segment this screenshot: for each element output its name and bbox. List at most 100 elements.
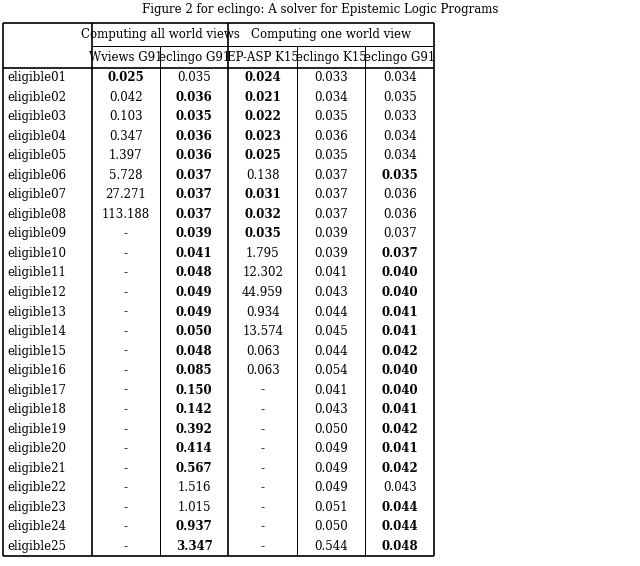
Text: 0.040: 0.040 xyxy=(381,364,418,377)
Text: 0.044: 0.044 xyxy=(381,520,418,533)
Text: eligible21: eligible21 xyxy=(8,462,67,475)
Text: -: - xyxy=(124,520,128,533)
Text: Figure 2 for eclingo: A solver for Epistemic Logic Programs: Figure 2 for eclingo: A solver for Epist… xyxy=(142,3,498,16)
Text: 1.795: 1.795 xyxy=(246,247,280,260)
Text: 5.728: 5.728 xyxy=(109,169,143,182)
Text: 0.037: 0.037 xyxy=(314,188,348,201)
Text: 0.041: 0.041 xyxy=(381,442,418,455)
Text: -: - xyxy=(124,267,128,280)
Text: eligible12: eligible12 xyxy=(8,286,67,299)
Text: eclingo G91: eclingo G91 xyxy=(364,51,435,63)
Text: 0.050: 0.050 xyxy=(314,423,348,436)
Text: -: - xyxy=(124,540,128,553)
Text: eligible18: eligible18 xyxy=(8,403,67,416)
Text: -: - xyxy=(124,384,128,397)
Text: eligible10: eligible10 xyxy=(8,247,67,260)
Text: 0.934: 0.934 xyxy=(246,306,280,319)
Text: 0.142: 0.142 xyxy=(176,403,212,416)
Text: -: - xyxy=(124,345,128,358)
Text: -: - xyxy=(124,481,128,494)
Text: Computing one world view: Computing one world view xyxy=(251,28,412,41)
Text: 13.574: 13.574 xyxy=(242,325,284,338)
Text: 0.034: 0.034 xyxy=(383,130,417,143)
Text: -: - xyxy=(124,325,128,338)
Text: 0.041: 0.041 xyxy=(314,384,348,397)
Text: EP-ASP K15: EP-ASP K15 xyxy=(227,51,299,63)
Text: eligible24: eligible24 xyxy=(8,520,67,533)
Text: 0.392: 0.392 xyxy=(176,423,212,436)
Text: 0.037: 0.037 xyxy=(314,208,348,221)
Text: 1.397: 1.397 xyxy=(109,149,143,162)
Text: eligible04: eligible04 xyxy=(8,130,67,143)
Text: 0.039: 0.039 xyxy=(314,228,348,241)
Text: 0.037: 0.037 xyxy=(176,208,212,221)
Text: 3.347: 3.347 xyxy=(176,540,212,553)
Text: 0.414: 0.414 xyxy=(176,442,212,455)
Text: 0.063: 0.063 xyxy=(246,364,280,377)
Text: eligible06: eligible06 xyxy=(8,169,67,182)
Text: eligible15: eligible15 xyxy=(8,345,67,358)
Text: eligible01: eligible01 xyxy=(8,71,67,84)
Text: 0.037: 0.037 xyxy=(176,188,212,201)
Text: 0.054: 0.054 xyxy=(314,364,348,377)
Text: 0.033: 0.033 xyxy=(314,71,348,84)
Text: 0.039: 0.039 xyxy=(314,247,348,260)
Text: 0.043: 0.043 xyxy=(314,403,348,416)
Text: 0.937: 0.937 xyxy=(176,520,212,533)
Text: 0.037: 0.037 xyxy=(383,228,417,241)
Text: 0.042: 0.042 xyxy=(381,345,418,358)
Text: -: - xyxy=(260,442,265,455)
Text: -: - xyxy=(124,228,128,241)
Text: eligible07: eligible07 xyxy=(8,188,67,201)
Text: 0.025: 0.025 xyxy=(108,71,144,84)
Text: 0.035: 0.035 xyxy=(314,149,348,162)
Text: 0.049: 0.049 xyxy=(176,306,212,319)
Text: eligible03: eligible03 xyxy=(8,110,67,123)
Text: 1.516: 1.516 xyxy=(177,481,211,494)
Text: 0.150: 0.150 xyxy=(176,384,212,397)
Text: eligible08: eligible08 xyxy=(8,208,67,221)
Text: Wviews G91: Wviews G91 xyxy=(89,51,163,63)
Text: 0.041: 0.041 xyxy=(314,267,348,280)
Text: 0.347: 0.347 xyxy=(109,130,143,143)
Text: -: - xyxy=(260,520,265,533)
Text: eligible05: eligible05 xyxy=(8,149,67,162)
Text: 0.103: 0.103 xyxy=(109,110,143,123)
Text: 0.034: 0.034 xyxy=(314,91,348,104)
Text: 0.036: 0.036 xyxy=(176,91,212,104)
Text: 0.048: 0.048 xyxy=(176,267,212,280)
Text: 0.043: 0.043 xyxy=(314,286,348,299)
Text: eligible19: eligible19 xyxy=(8,423,67,436)
Text: 12.302: 12.302 xyxy=(243,267,283,280)
Text: 0.022: 0.022 xyxy=(244,110,281,123)
Text: eligible14: eligible14 xyxy=(8,325,67,338)
Text: 0.040: 0.040 xyxy=(381,384,418,397)
Text: 0.024: 0.024 xyxy=(244,71,281,84)
Text: 0.050: 0.050 xyxy=(176,325,212,338)
Text: 1.015: 1.015 xyxy=(177,501,211,514)
Text: 0.048: 0.048 xyxy=(381,540,418,553)
Text: -: - xyxy=(124,423,128,436)
Text: -: - xyxy=(260,540,265,553)
Text: 0.039: 0.039 xyxy=(176,228,212,241)
Text: 0.035: 0.035 xyxy=(176,110,212,123)
Text: 0.042: 0.042 xyxy=(109,91,143,104)
Text: 0.044: 0.044 xyxy=(314,345,348,358)
Text: 0.035: 0.035 xyxy=(177,71,211,84)
Text: 0.040: 0.040 xyxy=(381,267,418,280)
Text: 0.036: 0.036 xyxy=(176,149,212,162)
Text: -: - xyxy=(124,247,128,260)
Text: eligible25: eligible25 xyxy=(8,540,67,553)
Text: 0.037: 0.037 xyxy=(176,169,212,182)
Text: 0.025: 0.025 xyxy=(244,149,281,162)
Text: 0.021: 0.021 xyxy=(244,91,281,104)
Text: 0.048: 0.048 xyxy=(176,345,212,358)
Text: -: - xyxy=(124,306,128,319)
Text: eligible20: eligible20 xyxy=(8,442,67,455)
Text: eligible23: eligible23 xyxy=(8,501,67,514)
Text: 0.035: 0.035 xyxy=(383,91,417,104)
Text: 0.040: 0.040 xyxy=(381,286,418,299)
Text: 0.567: 0.567 xyxy=(176,462,212,475)
Text: 0.050: 0.050 xyxy=(314,520,348,533)
Text: eclingo G91: eclingo G91 xyxy=(159,51,230,63)
